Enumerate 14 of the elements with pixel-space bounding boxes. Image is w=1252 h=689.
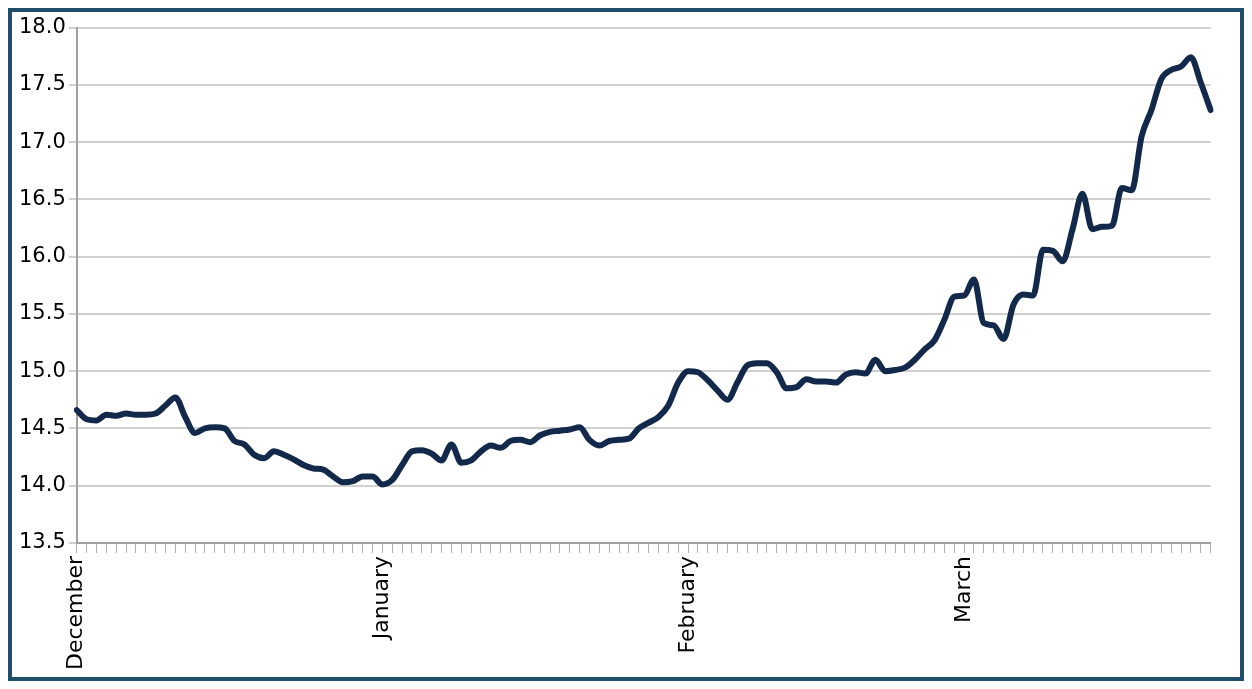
y-tick-label: 14.0: [18, 472, 66, 497]
x-tick-label: January: [368, 555, 394, 642]
y-tick-label: 13.5: [18, 529, 66, 554]
y-tick-label: 14.5: [18, 414, 66, 439]
y-tick-label: 15.5: [18, 300, 66, 325]
x-tick-label: February: [673, 555, 699, 654]
y-tick-label: 16.5: [18, 185, 66, 210]
y-tick-label: 15.0: [18, 357, 66, 382]
x-tick-label: December: [62, 554, 88, 671]
y-tick-label: 18.0: [18, 14, 66, 39]
y-tick-label: 17.5: [18, 71, 66, 96]
y-tick-label: 17.0: [18, 128, 66, 153]
x-tick-label: March: [949, 555, 975, 623]
y-tick-label: 16.0: [18, 243, 66, 268]
